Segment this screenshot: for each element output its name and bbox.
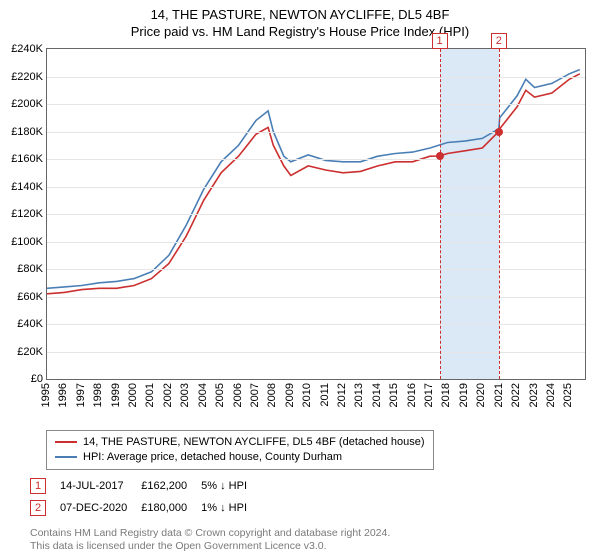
x-tick-label: 1998 (92, 383, 104, 407)
x-tick-label: 2013 (353, 383, 365, 407)
x-tick-label: 2002 (162, 383, 174, 407)
legend-label-2: HPI: Average price, detached house, Coun… (83, 450, 342, 465)
legend-label-1: 14, THE PASTURE, NEWTON AYCLIFFE, DL5 4B… (83, 435, 425, 450)
legend-swatch-1 (55, 441, 77, 443)
transaction-dot (495, 128, 503, 136)
transaction-marker-line (499, 49, 500, 379)
y-tick-label: £100K (11, 236, 43, 248)
transaction-badge: 1 (30, 478, 46, 494)
x-tick-label: 2019 (458, 383, 470, 407)
y-tick-label: £240K (11, 43, 43, 55)
x-tick-label: 2009 (284, 383, 296, 407)
transaction-date: 07-DEC-2020 (60, 497, 141, 519)
x-tick-label: 2012 (336, 383, 348, 407)
x-axis-ticks: 1995199619971998199920002001200220032004… (46, 379, 584, 427)
transaction-marker-line (440, 49, 441, 379)
transaction-date: 14-JUL-2017 (60, 475, 141, 497)
transaction-marker-label: 1 (432, 33, 448, 49)
x-tick-label: 2003 (179, 383, 191, 407)
page-title: 14, THE PASTURE, NEWTON AYCLIFFE, DL5 4B… (0, 0, 600, 24)
y-tick-label: £140K (11, 181, 43, 193)
series-line-1 (47, 74, 580, 294)
y-tick-label: £60K (17, 291, 43, 303)
x-tick-label: 2007 (249, 383, 261, 407)
x-tick-label: 2001 (144, 383, 156, 407)
x-tick-label: 2004 (197, 383, 209, 407)
x-tick-label: 2000 (127, 383, 139, 407)
x-tick-label: 2018 (440, 383, 452, 407)
x-tick-label: 2022 (510, 383, 522, 407)
y-tick-label: £180K (11, 126, 43, 138)
y-tick-label: £120K (11, 208, 43, 220)
legend-swatch-2 (55, 456, 77, 458)
y-tick-label: £220K (11, 71, 43, 83)
x-tick-label: 2021 (493, 383, 505, 407)
x-tick-label: 2008 (266, 383, 278, 407)
x-tick-label: 2025 (562, 383, 574, 407)
x-tick-label: 1996 (57, 383, 69, 407)
y-tick-label: £160K (11, 153, 43, 165)
transaction-delta: 5% ↓ HPI (201, 475, 261, 497)
x-tick-label: 2015 (388, 383, 400, 407)
x-tick-label: 2024 (545, 383, 557, 407)
transaction-price: £180,000 (141, 497, 201, 519)
series-line-2 (47, 70, 580, 289)
page-subtitle: Price paid vs. HM Land Registry's House … (0, 24, 600, 39)
transactions-table: 1 14-JUL-2017£162,2005% ↓ HPI 2 07-DEC-2020… (30, 475, 584, 519)
x-tick-label: 1999 (110, 383, 122, 407)
transaction-delta: 1% ↓ HPI (201, 497, 261, 519)
x-tick-label: 2016 (406, 383, 418, 407)
x-tick-label: 2017 (423, 383, 435, 407)
x-tick-label: 1995 (40, 383, 52, 407)
transaction-row: 2 07-DEC-2020£180,0001% ↓ HPI (30, 497, 261, 519)
x-tick-label: 2005 (214, 383, 226, 407)
x-tick-label: 2011 (319, 383, 331, 407)
legend-box: 14, THE PASTURE, NEWTON AYCLIFFE, DL5 4B… (46, 430, 434, 470)
transaction-price: £162,200 (141, 475, 201, 497)
x-tick-label: 1997 (75, 383, 87, 407)
x-tick-label: 2010 (301, 383, 313, 407)
x-tick-label: 2006 (232, 383, 244, 407)
transaction-dot (436, 152, 444, 160)
transaction-marker-label: 2 (491, 33, 507, 49)
x-tick-label: 2020 (475, 383, 487, 407)
y-tick-label: £200K (11, 98, 43, 110)
y-tick-label: £80K (17, 263, 43, 275)
transaction-row: 1 14-JUL-2017£162,2005% ↓ HPI (30, 475, 261, 497)
y-tick-label: £40K (17, 318, 43, 330)
y-tick-label: £20K (17, 346, 43, 358)
x-tick-label: 2014 (371, 383, 383, 407)
transaction-badge: 2 (30, 500, 46, 516)
chart-area: £0£20K£40K£60K£80K£100K£120K£140K£160K£1… (46, 48, 586, 380)
x-tick-label: 2023 (528, 383, 540, 407)
footer-attribution: Contains HM Land Registry data © Crown c… (30, 527, 584, 554)
